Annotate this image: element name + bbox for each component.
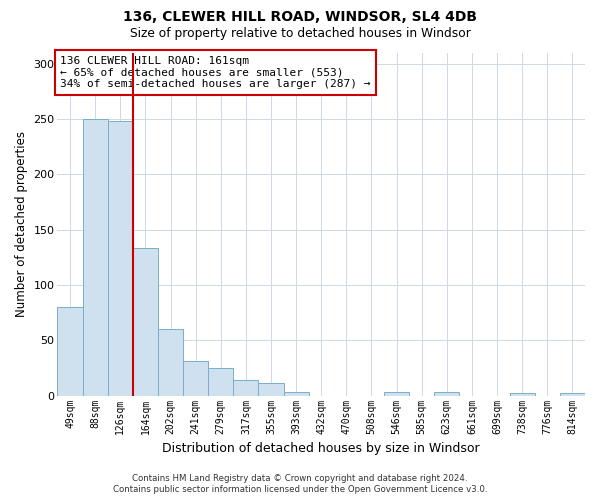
Bar xyxy=(108,121,133,396)
Y-axis label: Number of detached properties: Number of detached properties xyxy=(15,131,28,317)
Bar xyxy=(83,119,108,396)
Text: 136 CLEWER HILL ROAD: 161sqm
← 65% of detached houses are smaller (553)
34% of s: 136 CLEWER HILL ROAD: 161sqm ← 65% of de… xyxy=(60,56,371,89)
Bar xyxy=(434,392,460,396)
Text: Size of property relative to detached houses in Windsor: Size of property relative to detached ho… xyxy=(130,28,470,40)
Text: 136, CLEWER HILL ROAD, WINDSOR, SL4 4DB: 136, CLEWER HILL ROAD, WINDSOR, SL4 4DB xyxy=(123,10,477,24)
Bar xyxy=(233,380,259,396)
Bar xyxy=(183,362,208,396)
Bar xyxy=(509,394,535,396)
Text: Contains HM Land Registry data © Crown copyright and database right 2024.
Contai: Contains HM Land Registry data © Crown c… xyxy=(113,474,487,494)
Bar xyxy=(259,384,284,396)
Bar xyxy=(384,392,409,396)
Bar xyxy=(284,392,308,396)
Bar xyxy=(133,248,158,396)
Bar xyxy=(58,307,83,396)
Bar xyxy=(560,394,585,396)
Bar xyxy=(208,368,233,396)
Bar xyxy=(158,329,183,396)
X-axis label: Distribution of detached houses by size in Windsor: Distribution of detached houses by size … xyxy=(163,442,480,455)
